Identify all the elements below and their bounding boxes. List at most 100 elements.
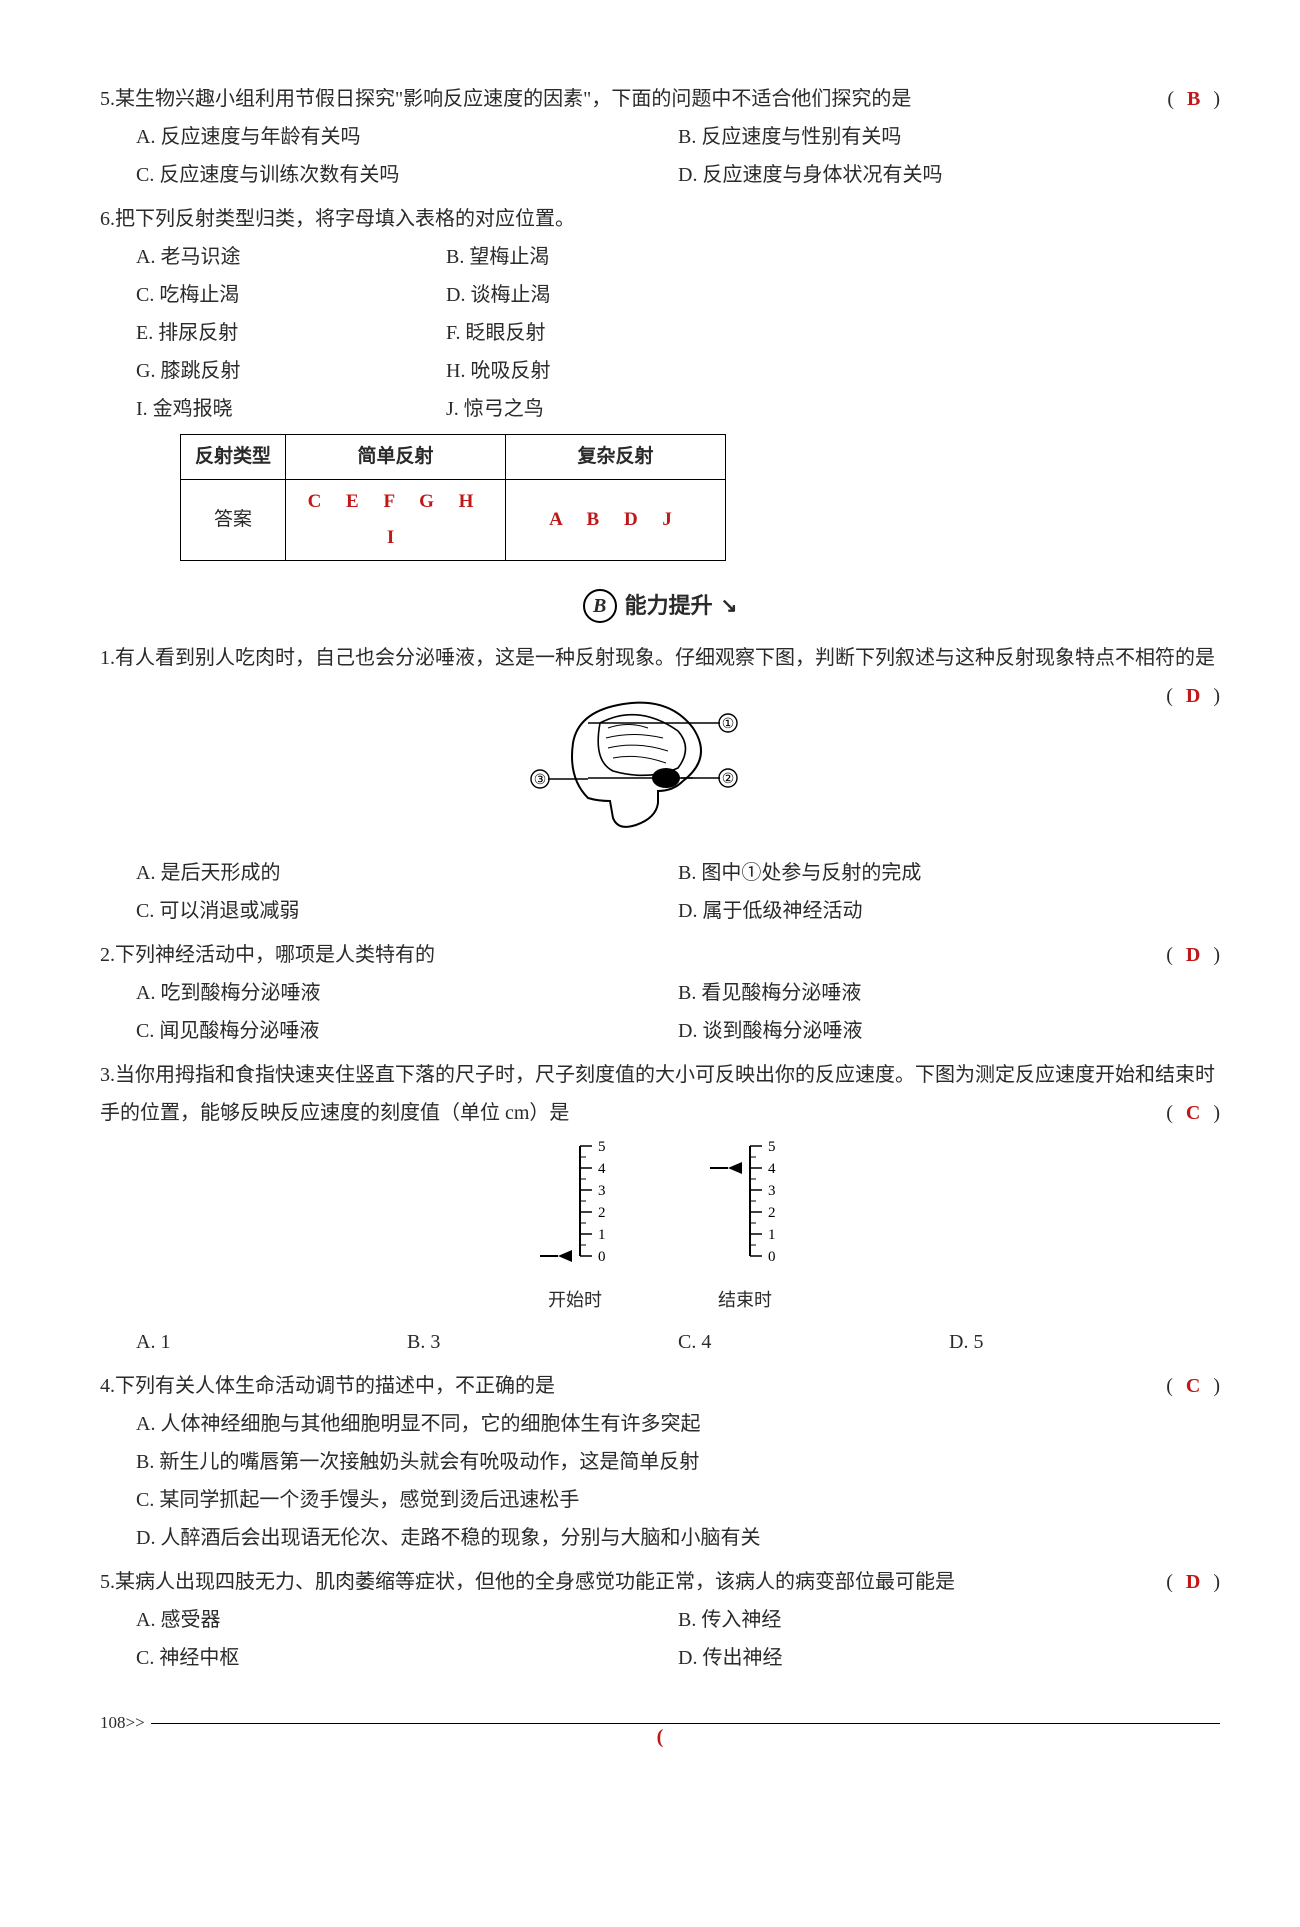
bracket-l: ( [1167, 88, 1174, 110]
q5-answer: B [1179, 88, 1208, 110]
b4-num: 4. [100, 1375, 115, 1397]
q6-opt-b: B. 望梅止渴 [446, 238, 1220, 276]
b5-opt-c: C. 神经中枢 [136, 1639, 678, 1677]
b5-opt-d: D. 传出神经 [678, 1639, 1220, 1677]
table-h2: 简单反射 [286, 435, 506, 480]
bracket-l: ( [1166, 685, 1173, 707]
q6-row-cd: C. 吃梅止渴 D. 谈梅止渴 [136, 276, 1220, 314]
b5-bracket: ( D ) [1166, 1563, 1220, 1601]
b5-options-row2: C. 神经中枢 D. 传出神经 [136, 1639, 1220, 1677]
b2-options-row1: A. 吃到酸梅分泌唾液 B. 看见酸梅分泌唾液 [136, 974, 1220, 1012]
b3-num: 3. [100, 1064, 115, 1086]
ruler-right-icon: 543210 [700, 1138, 790, 1268]
b4-opt-a: A. 人体神经细胞与其他细胞明显不同，它的细胞体生有许多突起 [136, 1405, 1220, 1443]
q6-opt-e: E. 排尿反射 [136, 314, 446, 352]
svg-text:4: 4 [768, 1161, 776, 1177]
bracket-r: ) [1213, 88, 1220, 110]
b3-opt-d: D. 5 [949, 1323, 1220, 1361]
b2-bracket: ( D ) [1166, 936, 1220, 974]
b5-options-row1: A. 感受器 B. 传入神经 [136, 1601, 1220, 1639]
b1-options-row2: C. 可以消退或减弱 D. 属于低级神经活动 [136, 892, 1220, 930]
svg-text:0: 0 [768, 1249, 776, 1265]
table-h1: 反射类型 [181, 435, 286, 480]
svg-text:②: ② [722, 772, 735, 787]
section-title: 能力提升 [625, 585, 713, 627]
b1-opt-a: A. 是后天形成的 [136, 854, 678, 892]
bracket-r: ) [1213, 685, 1220, 707]
q6-opt-h: H. 吮吸反射 [446, 352, 1220, 390]
b4-text: 下列有关人体生命活动调节的描述中，不正确的是 [115, 1375, 555, 1397]
b1-num: 1. [100, 647, 115, 669]
ruler-left-label: 开始时 [530, 1283, 620, 1317]
b3-stem: 3.当你用拇指和食指快速夹住竖直下落的尺子时，尺子刻度值的大小可反映出你的反应速… [100, 1056, 1220, 1132]
question-b1: 1.有人看到别人吃肉时，自己也会分泌唾液，这是一种反射现象。仔细观察下图，判断下… [100, 639, 1220, 930]
svg-text:5: 5 [598, 1139, 606, 1155]
b4-bracket: ( C ) [1166, 1367, 1220, 1405]
b3-opt-c: C. 4 [678, 1323, 949, 1361]
b2-opt-a: A. 吃到酸梅分泌唾液 [136, 974, 678, 1012]
question-b4: 4.下列有关人体生命活动调节的描述中，不正确的是 ( C ) A. 人体神经细胞… [100, 1367, 1220, 1557]
b3-answer: C [1178, 1102, 1208, 1124]
q5-opt-b: B. 反应速度与性别有关吗 [678, 118, 1220, 156]
question-b5: 5.某病人出现四肢无力、肌肉萎缩等症状，但他的全身感觉功能正常，该病人的病变部位… [100, 1563, 1220, 1677]
ruler-left: 5 4 3 2 1 0 开始时 [530, 1138, 620, 1317]
q6-table: 反射类型 简单反射 复杂反射 答案 C E F G H I A B D J [180, 434, 726, 561]
b1-bracket: ( D ) [1166, 677, 1220, 715]
svg-text:1: 1 [598, 1227, 606, 1243]
bracket-l: ( [1166, 944, 1173, 966]
q6-row-ij: I. 金鸡报晓 J. 惊弓之鸟 [136, 390, 1220, 428]
b4-stem: 4.下列有关人体生命活动调节的描述中，不正确的是 ( C ) [100, 1367, 1220, 1405]
q5-bracket: ( B ) [1167, 80, 1220, 118]
svg-text:3: 3 [768, 1183, 776, 1199]
bracket-l: ( [1166, 1102, 1173, 1124]
brain-diagram-icon: ① ② ③ [518, 683, 748, 833]
b1-opt-c: C. 可以消退或减弱 [136, 892, 678, 930]
page-number: 108 [100, 1707, 126, 1739]
bracket-r: ) [1213, 1571, 1220, 1593]
q5-opt-a: A. 反应速度与年龄有关吗 [136, 118, 678, 156]
b5-text: 某病人出现四肢无力、肌肉萎缩等症状，但他的全身感觉功能正常，该病人的病变部位最可… [115, 1571, 955, 1593]
q6-row-ef: E. 排尿反射 F. 眨眼反射 [136, 314, 1220, 352]
b4-opt-d: D. 人醉酒后会出现语无伦次、走路不稳的现象，分别与大脑和小脑有关 [136, 1519, 1220, 1557]
q6-stem: 6.把下列反射类型归类，将字母填入表格的对应位置。 [100, 200, 1220, 238]
question-b3: 3.当你用拇指和食指快速夹住竖直下落的尺子时，尺子刻度值的大小可反映出你的反应速… [100, 1056, 1220, 1361]
ruler-right-label: 结束时 [700, 1283, 790, 1317]
b1-answer: D [1178, 685, 1208, 707]
question-5: 5.某生物兴趣小组利用节假日探究"影响反应速度的因素"，下面的问题中不适合他们探… [100, 80, 1220, 194]
b4-answer: C [1178, 1375, 1208, 1397]
svg-text:①: ① [722, 717, 735, 732]
bracket-r: ) [1213, 1375, 1220, 1397]
q6-opt-i: I. 金鸡报晓 [136, 390, 446, 428]
ruler-right: 543210 结束时 [700, 1138, 790, 1317]
svg-text:2: 2 [598, 1205, 606, 1221]
b1-opt-d: D. 属于低级神经活动 [678, 892, 1220, 930]
b5-opt-b: B. 传入神经 [678, 1601, 1220, 1639]
q6-opt-g: G. 膝跳反射 [136, 352, 446, 390]
q6-row-ab: A. 老马识途 B. 望梅止渴 [136, 238, 1220, 276]
arrow-icon: ↘ [721, 587, 738, 625]
svg-text:0: 0 [598, 1249, 606, 1265]
b1-options-row1: A. 是后天形成的 B. 图中①处参与反射的完成 [136, 854, 1220, 892]
q5-num: 5. [100, 88, 115, 110]
b2-num: 2. [100, 944, 115, 966]
question-b2: 2.下列神经活动中，哪项是人类特有的 ( D ) A. 吃到酸梅分泌唾液 B. … [100, 936, 1220, 1050]
q6-text: 把下列反射类型归类，将字母填入表格的对应位置。 [115, 208, 575, 230]
b3-opt-a: A. 1 [136, 1323, 407, 1361]
b2-answer: D [1178, 944, 1208, 966]
page-sep: >> [126, 1707, 145, 1739]
q6-row-gh: G. 膝跳反射 H. 吮吸反射 [136, 352, 1220, 390]
q5-opt-c: C. 反应速度与训练次数有关吗 [136, 156, 678, 194]
b1-stem: 1.有人看到别人吃肉时，自己也会分泌唾液，这是一种反射现象。仔细观察下图，判断下… [100, 639, 1220, 677]
ruler-left-icon: 5 4 3 2 1 0 [530, 1138, 620, 1268]
b2-opt-d: D. 谈到酸梅分泌唾液 [678, 1012, 1220, 1050]
b2-options-row2: C. 闻见酸梅分泌唾液 D. 谈到酸梅分泌唾液 [136, 1012, 1220, 1050]
bracket-r: ) [1213, 944, 1220, 966]
b4-opt-b: B. 新生儿的嘴唇第一次接触奶头就会有吮吸动作，这是简单反射 [136, 1443, 1220, 1481]
b3-options: A. 1 B. 3 C. 4 D. 5 [136, 1323, 1220, 1361]
q5-options-row2: C. 反应速度与训练次数有关吗 D. 反应速度与身体状况有关吗 [136, 156, 1220, 194]
svg-text:4: 4 [598, 1161, 606, 1177]
red-mark-icon: ( [657, 1726, 664, 1748]
footer-rule [151, 1723, 1220, 1724]
svg-text:③: ③ [534, 773, 547, 788]
svg-text:3: 3 [598, 1183, 606, 1199]
